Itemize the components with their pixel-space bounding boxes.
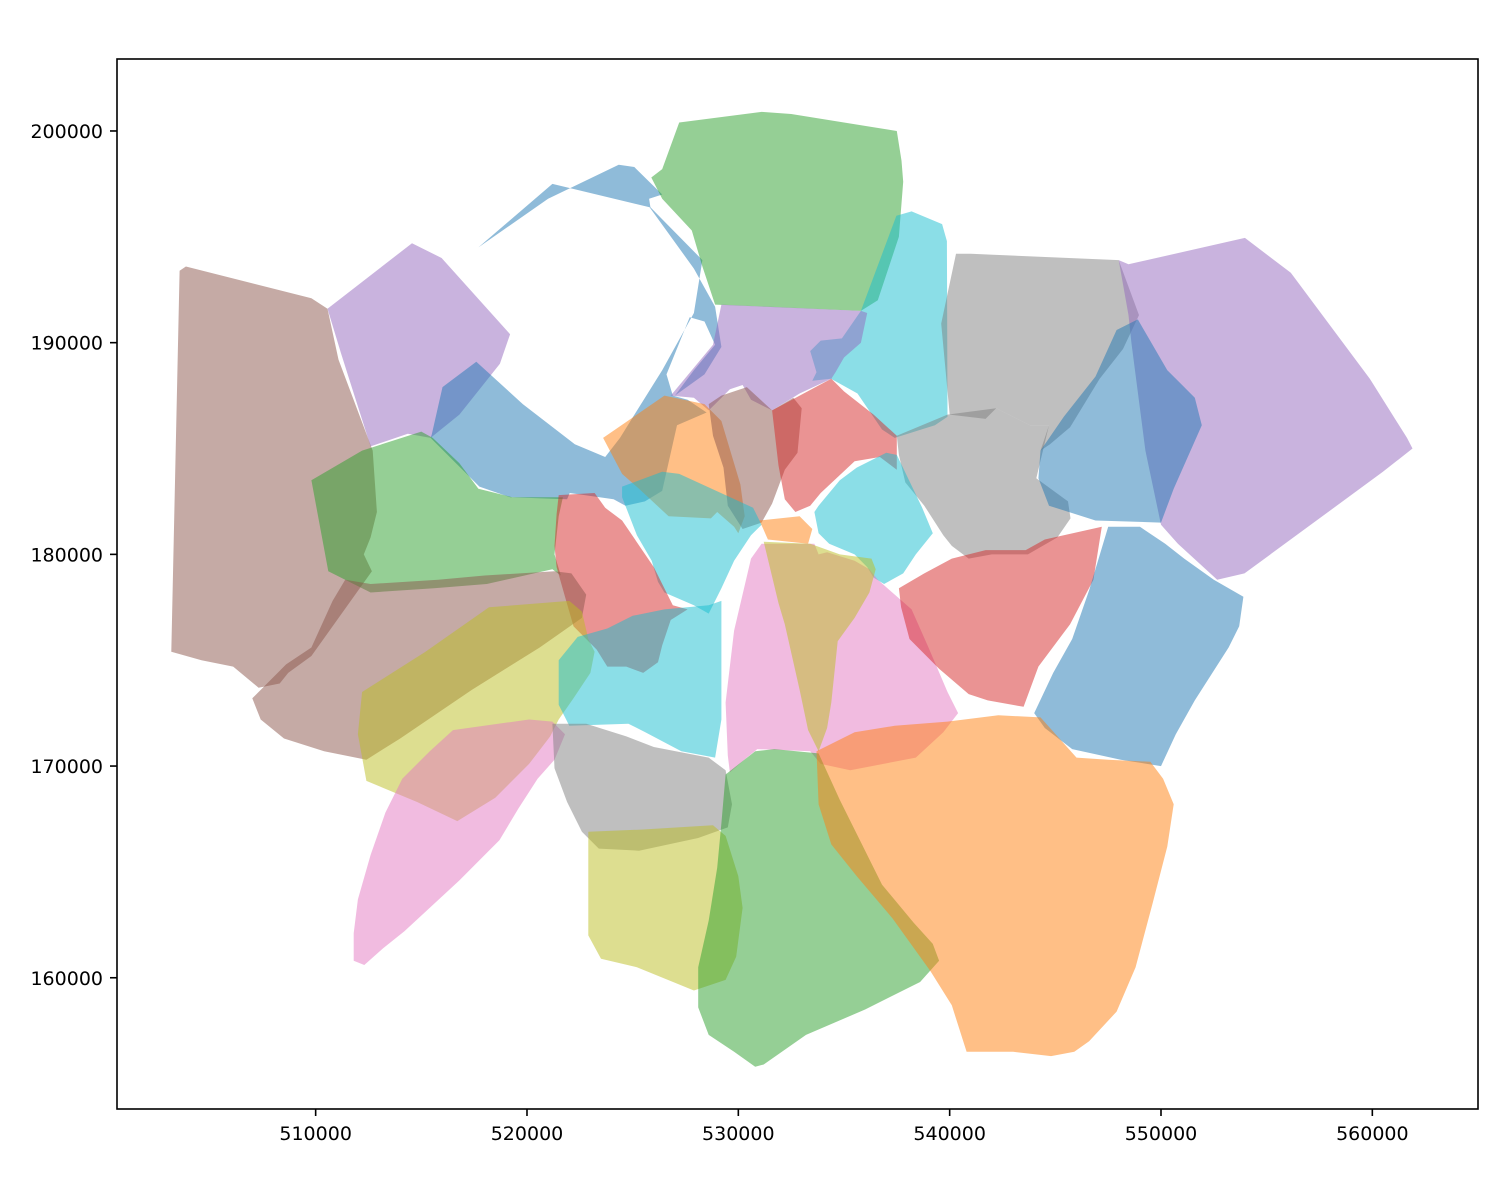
y-axis: 160000 170000 180000 190000 200000 [30,121,117,990]
region-polygon [772,378,897,512]
region-polygon [763,541,876,752]
y-tick-label: 190000 [30,333,103,355]
y-tick-label: 200000 [30,121,103,143]
region-polygon [171,266,377,688]
region-polygon [810,211,948,438]
plot-frame [116,58,1479,1110]
region-polygon [759,516,813,544]
region-polygon [941,253,1139,451]
x-tick-label: 550000 [1125,1123,1198,1145]
x-tick-label: 540000 [913,1123,986,1145]
y-tick-label: 160000 [30,968,103,990]
region-polygon [353,719,565,965]
y-tick-label: 180000 [30,544,103,566]
region-polygon [816,715,1174,1057]
region-polygon [558,600,722,758]
region-polygon [814,452,933,584]
x-axis: 510000 520000 530000 540000 550000 560000 [279,1109,1409,1145]
region-polygon [552,723,732,851]
region-polygon [311,431,563,593]
x-tick-label: 510000 [279,1123,352,1145]
region-polygon [698,749,940,1067]
x-tick-label: 560000 [1336,1123,1409,1145]
region-polygon [1118,237,1413,580]
region-polygon [1034,526,1244,767]
regions-layer [171,111,1413,1067]
region-polygon [651,111,904,311]
region-polygon [896,408,1071,559]
region-polygon [898,526,1102,707]
region-polygon [670,304,868,411]
y-tick-label: 170000 [30,756,103,778]
x-tick-label: 520000 [491,1123,564,1145]
x-tick-label: 530000 [702,1123,775,1145]
region-polygon [1038,319,1202,523]
